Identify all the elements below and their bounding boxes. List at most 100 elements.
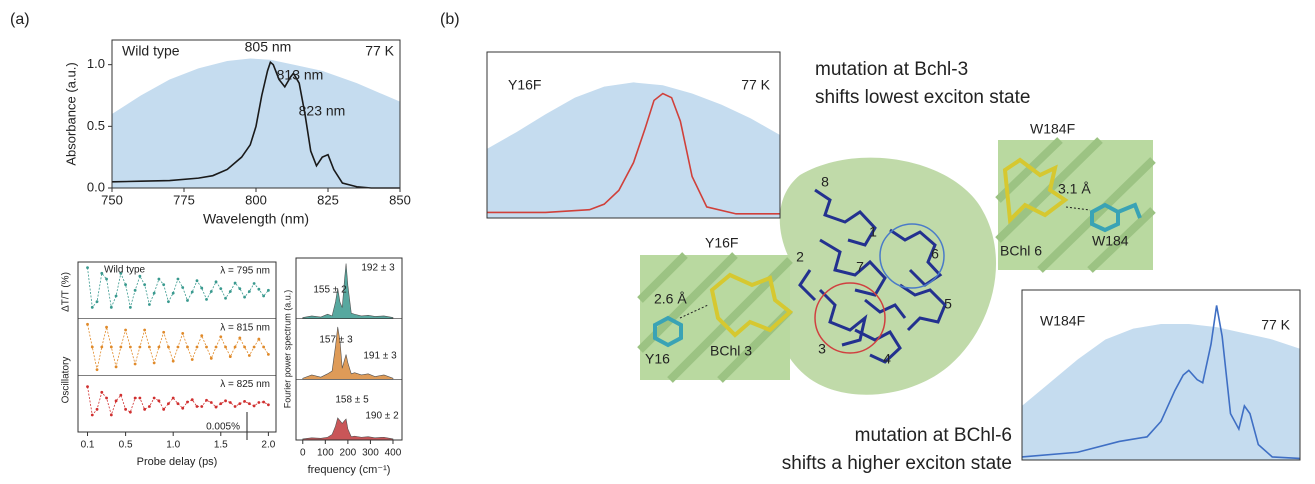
caption: shifts a higher exciton state [782, 453, 1012, 474]
bchl-3 [709, 272, 794, 338]
plot-frame [1021, 289, 1301, 461]
x-axis-label: Probe delay (ps) [137, 456, 218, 468]
inset-label: Y16 [645, 351, 670, 367]
peak-label: 157 ± 3 [319, 335, 353, 346]
series-label: λ = 795 nm [220, 266, 270, 277]
inset-label: 2.6 Å [654, 291, 687, 307]
site-number: 4 [883, 351, 891, 367]
site-number: 8 [821, 174, 829, 190]
panel-label: (a) [10, 11, 30, 28]
x-axis-label: frequency (cm⁻¹) [308, 464, 391, 476]
site-number: 1 [869, 224, 877, 240]
x-tick-label: 0.5 [119, 440, 133, 451]
line [487, 92, 780, 215]
plot-frame [295, 257, 403, 441]
x-tick-label: 0 [300, 448, 306, 459]
x-tick-label: 775 [173, 192, 195, 207]
h-bond [679, 304, 709, 319]
data-point [167, 345, 170, 349]
inset-stripes [637, 252, 793, 383]
highlight-circle [814, 282, 886, 354]
data-point [138, 274, 142, 278]
x-tick-label: 800 [245, 192, 267, 207]
data-point [157, 345, 161, 349]
annotation: Wild type [122, 43, 180, 59]
inset-w184f [995, 137, 1156, 273]
chart-title: Y16F [508, 77, 541, 93]
data-point [228, 401, 232, 404]
w184 [1090, 202, 1142, 233]
data-point [119, 393, 123, 397]
chart-title: W184F [1040, 313, 1085, 329]
peak-label: 190 ± 2 [365, 411, 399, 422]
site-number: 7 [856, 259, 864, 275]
line [87, 324, 269, 370]
x-tick-label: 1.5 [214, 440, 228, 451]
x-tick-label: 0.1 [81, 440, 95, 451]
site-number: 2 [796, 249, 804, 265]
series-label: λ = 815 nm [220, 322, 270, 333]
caption: mutation at Bchl-3 [815, 59, 968, 80]
data-point [171, 291, 175, 295]
data-point [233, 345, 237, 349]
peak-label: 192 ± 3 [361, 263, 395, 274]
data-point [100, 345, 104, 349]
line [1021, 305, 1301, 460]
x-tick-label: 750 [101, 192, 123, 207]
inset-label: 3.1 Å [1058, 181, 1091, 197]
inset-title: W184F [1030, 121, 1075, 137]
x-axis-label: Wavelength (nm) [203, 211, 309, 227]
inset-title: Y16F [705, 235, 738, 251]
y-axis-label: Oscillatory [61, 357, 72, 404]
annotation: 77 K [1261, 317, 1290, 333]
data-point [90, 345, 94, 349]
line [111, 60, 400, 189]
data-point [238, 336, 242, 340]
x-tick-label: 400 [385, 448, 402, 459]
annotation: 77 K [365, 43, 394, 59]
area [487, 82, 780, 219]
data-point [86, 266, 89, 270]
caption: shifts lowest exciton state [815, 87, 1030, 108]
area [1022, 324, 1300, 460]
data-point [228, 355, 232, 359]
x-tick-label: 300 [362, 448, 379, 459]
panel-label: (b) [440, 11, 460, 28]
annotation: 823 nm [299, 103, 346, 119]
annotation: 77 K [741, 77, 770, 93]
series-label: λ = 825 nm [220, 379, 270, 390]
data-point [243, 345, 246, 349]
x-tick-label: 825 [317, 192, 339, 207]
x-tick-label: 2.0 [261, 440, 275, 451]
x-tick-label: 200 [340, 448, 357, 459]
caption: mutation at BChl-6 [855, 425, 1012, 446]
line [87, 386, 269, 417]
inset-label: BChl 3 [710, 343, 752, 359]
inset-label: BChl 6 [1000, 243, 1042, 259]
data-point [86, 385, 89, 389]
x-tick-label: 1.0 [166, 440, 180, 451]
annotation: Wild type [104, 265, 146, 276]
x-tick-label: 850 [389, 192, 411, 207]
area [302, 326, 394, 380]
plot-frame [486, 51, 781, 219]
y16 [653, 315, 683, 348]
inset-y16f [637, 252, 794, 383]
site-number: 3 [818, 341, 826, 357]
y-tick-label: 0.0 [87, 179, 105, 194]
highlight-circle [879, 223, 945, 289]
data-point [266, 288, 270, 292]
annotation: 0.005% [206, 422, 240, 433]
bchl-6 [1002, 157, 1069, 225]
area [302, 417, 394, 441]
data-point [190, 398, 194, 402]
y-tick-label: 0.5 [87, 118, 105, 133]
peak-label: 155 ± 2 [313, 285, 347, 296]
data-point [266, 352, 270, 356]
data-point [224, 345, 227, 349]
inset-label: W184 [1092, 233, 1129, 249]
y-axis-label: Absorbance (a.u.) [63, 62, 78, 165]
area [302, 263, 394, 319]
annotation: 813 nm [277, 67, 324, 83]
